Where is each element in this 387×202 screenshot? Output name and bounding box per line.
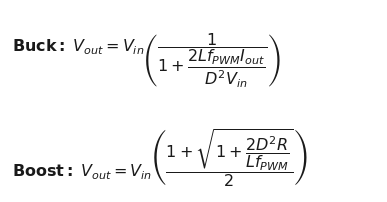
Text: $\mathbf{Boost:}\; V_{out} = V_{in}\left(\dfrac{1+\sqrt{1+\dfrac{2D^2R}{Lf_{PWM}: $\mathbf{Boost:}\; V_{out} = V_{in}\left…	[12, 127, 308, 188]
Text: $\mathbf{Buck:}\; V_{out} = V_{in}\left(\dfrac{1}{1+\dfrac{2Lf_{PWM}I_{out}}{D^2: $\mathbf{Buck:}\; V_{out} = V_{in}\left(…	[12, 32, 281, 90]
